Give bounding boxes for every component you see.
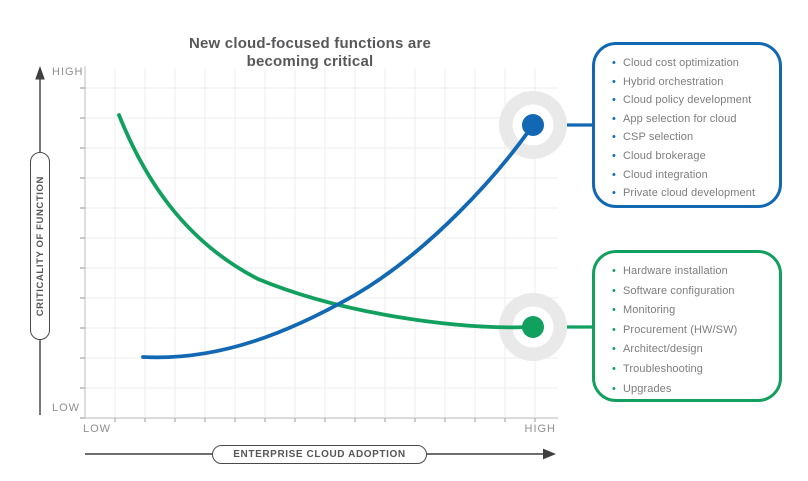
green-endpoint-dot	[522, 316, 544, 338]
blue-endpoint-dot	[522, 114, 544, 136]
x-axis-arrowhead-icon	[543, 448, 556, 460]
y-axis-ticks	[80, 87, 85, 419]
grid-horizontal-lines	[85, 87, 558, 389]
list-item: Troubleshooting	[612, 360, 773, 380]
chart-title: New cloud-focused functions are becoming…	[150, 35, 470, 71]
green-declining-curve	[117, 113, 535, 330]
list-item: Cloud integration	[612, 166, 773, 185]
list-item: Upgrades	[612, 380, 773, 400]
cloud-functions-callout-box: Cloud cost optimization Hybrid orchestra…	[592, 42, 782, 208]
list-item: CSP selection	[612, 128, 773, 147]
x-axis-ticks	[114, 418, 536, 422]
y-axis-arrowhead-icon	[35, 66, 45, 80]
x-axis-low-label: LOW	[83, 423, 112, 435]
blue-rising-curve	[141, 123, 535, 360]
list-item: Procurement (HW/SW)	[612, 321, 773, 341]
x-axis-title: ENTERPRISE CLOUD ADOPTION	[233, 449, 406, 460]
y-axis-title: CRITICALITY OF FUNCTION	[34, 175, 46, 317]
list-item: Monitoring	[612, 301, 773, 321]
list-item: Hybrid orchestration	[612, 73, 773, 92]
chart-title-line2: becoming critical	[246, 53, 374, 70]
y-axis-title-pill: CRITICALITY OF FUNCTION	[30, 152, 50, 340]
list-item: Hardware installation	[612, 262, 773, 282]
y-axis-low-label: LOW	[52, 402, 81, 414]
list-item: Software configuration	[612, 282, 773, 302]
y-axis-high-label: HIGH	[52, 66, 84, 78]
list-item: Architect/design	[612, 340, 773, 360]
list-item: Cloud policy development	[612, 91, 773, 110]
x-axis-high-label: HIGH	[524, 423, 556, 435]
x-axis-title-pill: ENTERPRISE CLOUD ADOPTION	[212, 445, 427, 464]
chart-title-line1: New cloud-focused functions are	[188, 35, 432, 52]
traditional-functions-callout-box: Hardware installation Software configura…	[592, 250, 782, 402]
list-item: Private cloud development	[612, 184, 773, 203]
traditional-functions-list: Hardware installation Software configura…	[595, 253, 779, 399]
list-item: App selection for cloud	[612, 110, 773, 129]
cloud-functions-list: Cloud cost optimization Hybrid orchestra…	[595, 45, 779, 203]
list-item: Cloud brokerage	[612, 147, 773, 166]
grid-vertical-lines	[114, 68, 536, 418]
list-item: Cloud cost optimization	[612, 54, 773, 73]
